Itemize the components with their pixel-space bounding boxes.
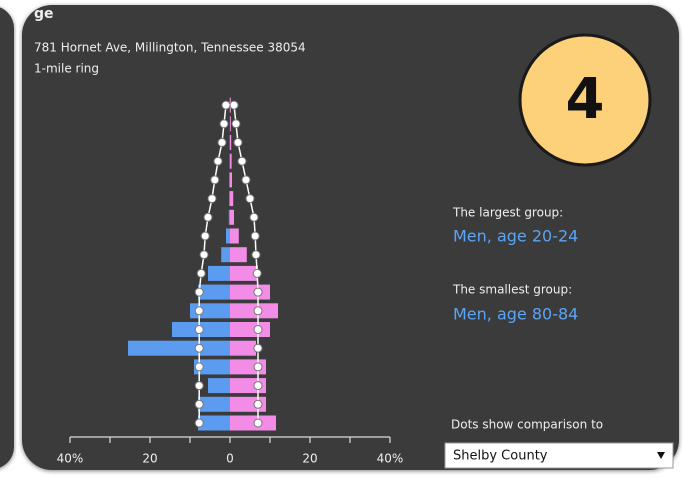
- bar: [230, 247, 247, 263]
- x-tick-label: 40%: [377, 452, 404, 466]
- x-tick-label: 20: [302, 452, 317, 466]
- comparison-dot: [194, 418, 204, 428]
- comparison-dot: [219, 119, 229, 129]
- dropdown[interactable]: Shelby County: [444, 442, 674, 469]
- comparison-dot: [231, 119, 241, 129]
- badge-number: 4: [566, 67, 605, 132]
- comparison-dot: [199, 250, 209, 260]
- bar: [230, 209, 234, 225]
- comparison-dot: [203, 212, 213, 222]
- comparison-dot: [194, 362, 204, 372]
- bar: [230, 265, 258, 281]
- comparison-dot: [253, 343, 263, 353]
- comparison-dot: [194, 306, 204, 316]
- dots-label: Dots show comparison to: [451, 418, 603, 432]
- comparison-dot: [253, 399, 263, 409]
- badge: [518, 33, 652, 167]
- bar: [198, 396, 230, 412]
- comparison-dot: [253, 287, 263, 297]
- title: ge: [34, 6, 54, 22]
- comparison-dot: [229, 100, 239, 110]
- comparison-dot: [233, 138, 243, 147]
- bar: [230, 340, 256, 356]
- comparison-dot: [210, 175, 220, 185]
- comparison-dot: [250, 231, 260, 241]
- comparison-dot: [245, 194, 255, 204]
- bar: [230, 153, 232, 169]
- comparison-dot: [213, 156, 223, 166]
- dropdown-value[interactable]: Shelby County: [453, 449, 548, 464]
- bar: [208, 265, 230, 281]
- dropdown-arrow[interactable]: [657, 452, 665, 459]
- comparison-dot: [207, 194, 217, 204]
- comparison-dot: [241, 175, 251, 185]
- comparison-dot: [249, 212, 259, 222]
- address: 781 Hornet Ave, Millington, Tennessee 38…: [34, 41, 306, 55]
- bar: [230, 228, 239, 244]
- comparison-dot: [194, 343, 204, 353]
- largest-label: The largest group:: [452, 206, 563, 220]
- bar: [230, 116, 231, 132]
- comparison-dot: [194, 381, 204, 391]
- comparison-dot: [196, 268, 206, 278]
- comparison-dot: [194, 399, 204, 409]
- comparison-dot: [194, 287, 204, 297]
- bar: [128, 340, 230, 356]
- x-tick-label: 40%: [57, 452, 84, 466]
- smallest-label: The smallest group:: [452, 283, 572, 297]
- plot: 40% 20 0 20 40%: [57, 97, 404, 466]
- bar: [230, 415, 276, 431]
- comparison-dot: [221, 100, 231, 110]
- comparison-dot: [217, 138, 227, 147]
- dropdown-box[interactable]: [444, 442, 674, 469]
- comparison-dot: [251, 250, 261, 260]
- bar: [226, 228, 230, 244]
- smallest-value: Men, age 80-84: [453, 305, 578, 324]
- bar: [230, 284, 270, 300]
- comparison-dot: [200, 231, 210, 241]
- bar: [230, 135, 232, 150]
- comparison-dot: [253, 418, 263, 428]
- bar: [229, 191, 230, 207]
- x-tick-label: 0: [226, 452, 234, 466]
- comparison-dot: [252, 268, 262, 278]
- comparison-dot: [253, 381, 263, 391]
- bar: [198, 415, 230, 431]
- ring: 1-mile ring: [34, 62, 99, 76]
- bar: [229, 172, 230, 188]
- bar: [230, 172, 232, 188]
- comparison-dot: [253, 325, 263, 334]
- x-tick-label: 20: [142, 452, 157, 466]
- comparison-dot: [194, 325, 204, 334]
- bar: [194, 359, 230, 375]
- bar: [230, 191, 234, 207]
- comparison-dot: [237, 156, 247, 166]
- comparison-dot: [253, 362, 263, 372]
- bar: [198, 284, 230, 300]
- largest-value: Men, age 20-24: [453, 227, 578, 246]
- bar: [230, 322, 270, 337]
- bar: [228, 209, 230, 225]
- comparison-dot: [253, 306, 263, 316]
- prev-card: [0, 7, 14, 468]
- bar: [221, 247, 230, 263]
- bar: [208, 378, 230, 394]
